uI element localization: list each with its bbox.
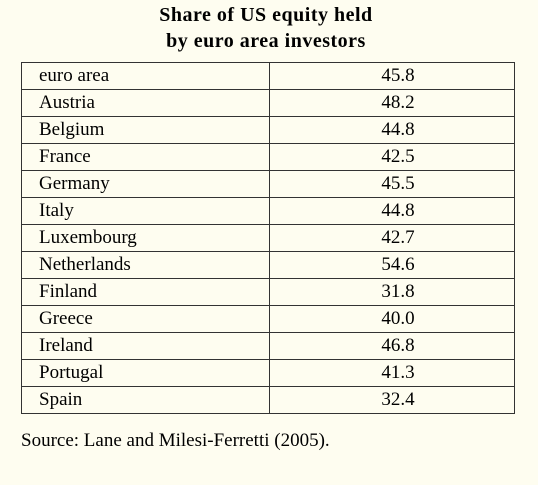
row-label: Germany	[21, 170, 270, 198]
table-row: Portugal 41.3	[21, 359, 515, 387]
row-label: Luxembourg	[21, 224, 270, 252]
table-row: France 42.5	[21, 143, 515, 171]
row-label: Italy	[21, 197, 270, 225]
row-value: 44.8	[269, 116, 515, 144]
table-row: Ireland 46.8	[21, 332, 515, 360]
row-label: Belgium	[21, 116, 270, 144]
table-row: Germany 45.5	[21, 170, 515, 198]
data-table: euro area 45.8 Austria 48.2 Belgium 44.8 Franc…	[21, 62, 515, 414]
title-line-1: Share of US equity held	[159, 4, 373, 26]
row-value: 31.8	[269, 278, 515, 306]
table-row: euro area 45.8	[21, 62, 515, 90]
source-note: Source: Lane and Milesi-Ferretti (2005).	[21, 430, 330, 451]
table-row: Greece 40.0	[21, 305, 515, 333]
row-value: 54.6	[269, 251, 515, 279]
row-value: 32.4	[269, 386, 515, 414]
row-label: Portugal	[21, 359, 270, 387]
row-label: Greece	[21, 305, 270, 333]
row-value: 40.0	[269, 305, 515, 333]
table-title: Share of US equity held by euro area inv…	[0, 2, 532, 54]
row-label: Netherlands	[21, 251, 270, 279]
table-row: Austria 48.2	[21, 89, 515, 117]
row-label: Finland	[21, 278, 270, 306]
table-row: Finland 31.8	[21, 278, 515, 306]
row-label: Ireland	[21, 332, 270, 360]
table-row: Luxembourg 42.7	[21, 224, 515, 252]
row-value: 42.7	[269, 224, 515, 252]
table-body: euro area 45.8 Austria 48.2 Belgium 44.8 Franc…	[21, 62, 515, 414]
row-value: 45.8	[269, 62, 515, 90]
row-label: Austria	[21, 89, 270, 117]
row-value: 46.8	[269, 332, 515, 360]
row-label: France	[21, 143, 270, 171]
row-label: euro area	[21, 62, 270, 90]
table-row: Netherlands 54.6	[21, 251, 515, 279]
table-row: Italy 44.8	[21, 197, 515, 225]
row-value: 45.5	[269, 170, 515, 198]
row-label: Spain	[21, 386, 270, 414]
row-value: 48.2	[269, 89, 515, 117]
row-value: 42.5	[269, 143, 515, 171]
row-value: 44.8	[269, 197, 515, 225]
table-row: Belgium 44.8	[21, 116, 515, 144]
row-value: 41.3	[269, 359, 515, 387]
title-line-2: by euro area investors	[166, 30, 366, 52]
table-row: Spain 32.4	[21, 386, 515, 414]
